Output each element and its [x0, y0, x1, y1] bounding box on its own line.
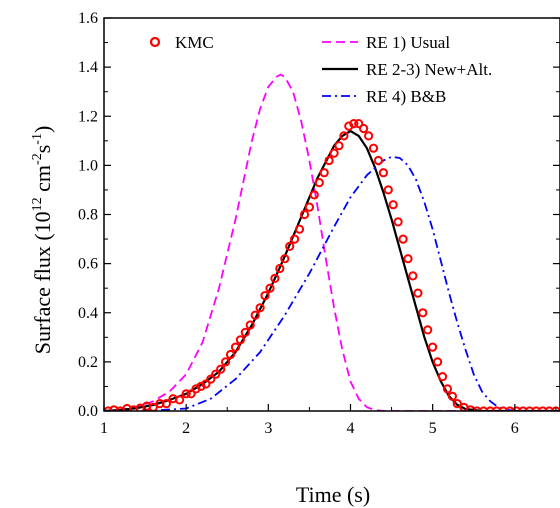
x-tick-label: 1 [100, 420, 108, 437]
kmc-point [265, 283, 275, 293]
kmc-point [388, 200, 398, 210]
kmc-point [442, 384, 452, 394]
y-label-exp2: -2 [30, 153, 45, 165]
kmc-point [452, 399, 462, 409]
x-tick-label: 3 [264, 420, 272, 437]
kmc-point [334, 141, 344, 151]
y-label-mid2: s [30, 145, 55, 154]
y-label-mid1: cm [30, 165, 55, 197]
series-line-re4 [104, 155, 560, 411]
plot-area [104, 73, 560, 411]
y-label-exp3: -1 [30, 133, 45, 145]
kmc-point [428, 342, 438, 352]
kmc-point [324, 155, 334, 166]
y-tick-label: 1.2 [78, 108, 98, 125]
kmc-point [423, 325, 433, 335]
axis-tick-labels: 1 2 3 4 5 6 0.0 0.2 0.4 0.6 0.8 1.0 1.2 1.4 1.6 [78, 10, 519, 437]
y-axis-label: Surface flux (1012 cm-2s-1) [30, 126, 55, 355]
legend-label-kmc: KMC [175, 33, 214, 52]
kmc-point [186, 389, 196, 399]
kmc-point [403, 254, 413, 264]
kmc-point [329, 148, 339, 158]
kmc-point [181, 389, 191, 399]
kmc-point [304, 202, 314, 212]
kmc-point [433, 357, 443, 367]
kmc-point [211, 369, 221, 379]
legend-label-re4: RE 4) B&B [366, 87, 446, 106]
kmc-point [270, 273, 280, 283]
legend-marker-kmc [149, 36, 161, 48]
x-tick-label: 4 [346, 420, 354, 437]
y-tick-label: 1.6 [78, 10, 98, 27]
y-label-exp1: 12 [30, 197, 45, 211]
kmc-point [255, 303, 265, 313]
kmc-point [285, 241, 295, 251]
kmc-point [373, 155, 383, 166]
kmc-point [175, 395, 185, 405]
legend-label-re1: RE 1) Usual [366, 33, 450, 52]
y-tick-label: 0.2 [78, 354, 98, 371]
kmc-point [354, 119, 364, 129]
kmc-point [359, 123, 369, 134]
kmc-point [294, 224, 305, 234]
y-tick-label: 0.6 [78, 256, 98, 273]
kmc-point [299, 209, 310, 220]
y-tick-label: 1.0 [78, 157, 98, 174]
kmc-point [221, 357, 231, 367]
kmc-point [260, 291, 270, 301]
kmc-point [240, 327, 250, 337]
kmc-point [290, 234, 300, 244]
y-label-prefix: Surface flux (10 [30, 211, 55, 354]
x-tick-label: 2 [182, 420, 190, 437]
kmc-point [275, 263, 285, 274]
y-tick-label: 0.8 [78, 207, 98, 224]
kmc-point [437, 372, 448, 382]
x-tick-label: 6 [511, 420, 519, 437]
kmc-point [216, 364, 226, 374]
kmc-point [447, 391, 457, 401]
kmc-point [383, 185, 393, 195]
kmc-point [418, 308, 428, 318]
x-axis-label: Time (s) [296, 482, 370, 507]
kmc-point [225, 349, 236, 360]
kmc-point [393, 217, 403, 227]
legend: KMC RE 1) Usual RE 2-3) New+Alt. RE 4) B&B [149, 33, 492, 106]
x-tick-label: 5 [429, 420, 437, 437]
kmc-point [319, 168, 329, 178]
y-tick-label: 1.4 [78, 59, 98, 76]
kmc-point [368, 143, 379, 153]
y-tick-label: 0.4 [78, 305, 98, 322]
kmc-point [280, 254, 290, 264]
kmc-point [309, 190, 319, 200]
kmc-point [201, 379, 211, 389]
kmc-point [230, 342, 241, 352]
kmc-point [364, 131, 374, 141]
kmc-point [206, 374, 216, 384]
kmc-point [378, 168, 388, 178]
kmc-point [235, 335, 245, 345]
kmc-point [161, 399, 171, 409]
y-tick-label: 0.0 [78, 403, 98, 420]
kmc-point [314, 178, 324, 188]
kmc-point [413, 288, 423, 298]
series-line-re1 [104, 73, 560, 411]
kmc-point [250, 310, 260, 320]
series-line-re23 [104, 129, 560, 411]
legend-label-re23: RE 2-3) New+Alt. [366, 60, 492, 79]
plot-frame [103, 17, 560, 412]
kmc-point [398, 234, 408, 244]
kmc-point [245, 320, 255, 330]
kmc-point [408, 271, 418, 281]
kmc-point [339, 131, 349, 141]
kmc-point [349, 119, 359, 129]
y-label-suffix: ) [30, 126, 55, 133]
